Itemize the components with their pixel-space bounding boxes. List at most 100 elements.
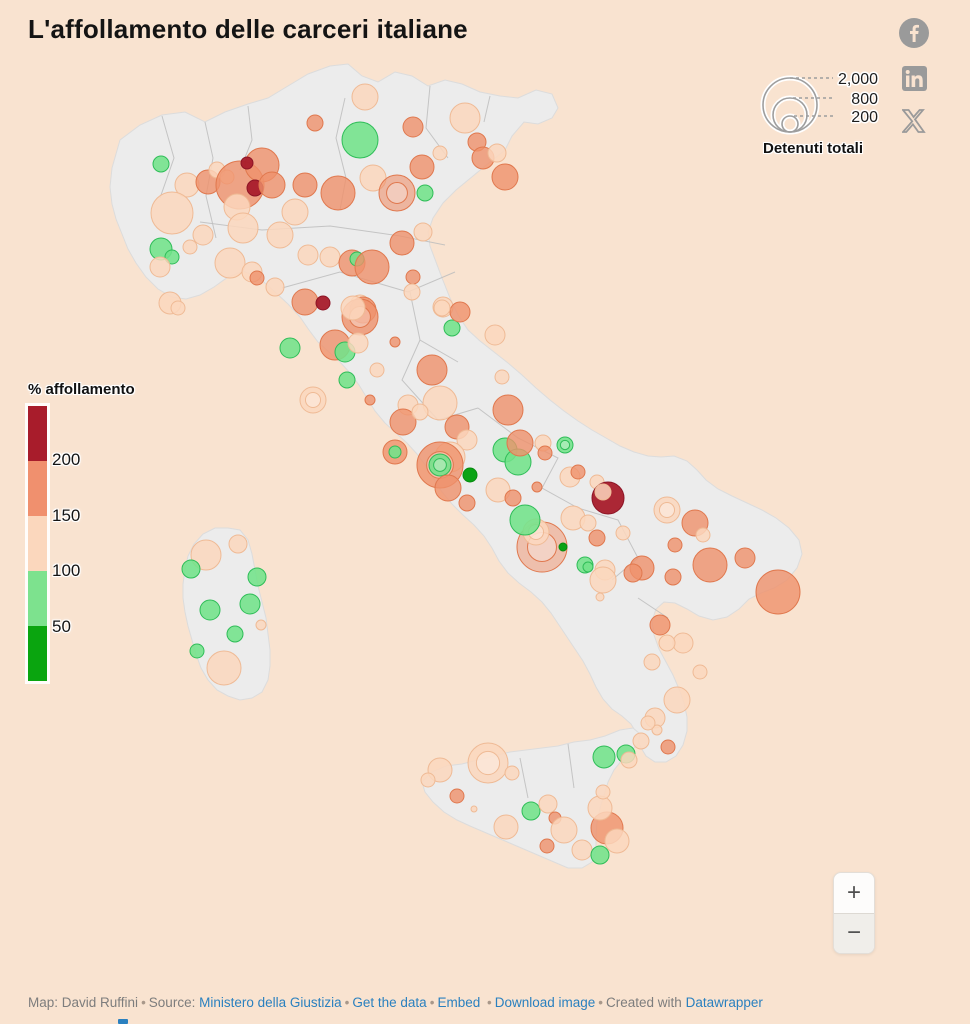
get-data-link[interactable]: Get the data [352, 995, 427, 1010]
prison-bubble[interactable] [405, 269, 421, 285]
prison-bubble[interactable] [297, 244, 319, 266]
prison-bubble[interactable] [623, 563, 643, 583]
prison-bubble[interactable] [433, 299, 451, 317]
prison-bubble[interactable] [315, 295, 331, 311]
prison-bubble[interactable] [389, 230, 415, 256]
prison-bubble[interactable] [182, 239, 198, 255]
prison-bubble[interactable] [266, 221, 294, 249]
prison-bubble[interactable] [651, 724, 663, 736]
prison-bubble[interactable] [579, 514, 597, 532]
prison-bubble[interactable] [199, 599, 221, 621]
prison-bubble[interactable] [292, 172, 318, 198]
prison-bubble[interactable] [590, 845, 610, 865]
prison-bubble[interactable] [492, 394, 524, 426]
prison-bubble[interactable] [149, 256, 171, 278]
prison-bubble[interactable] [485, 477, 511, 503]
prison-bubble[interactable] [299, 386, 327, 414]
prison-bubble[interactable] [255, 619, 267, 631]
prison-bubble[interactable] [359, 164, 387, 192]
prison-bubble[interactable] [531, 481, 543, 493]
source-link[interactable]: Ministero della Giustizia [199, 995, 342, 1010]
prison-bubble[interactable] [667, 537, 683, 553]
prison-bubble[interactable] [190, 539, 222, 571]
prison-bubble[interactable] [320, 175, 356, 211]
prison-bubble[interactable] [164, 249, 180, 265]
prison-bubble[interactable] [589, 566, 617, 594]
prison-bubble[interactable] [306, 114, 324, 132]
prison-bubble[interactable] [587, 795, 613, 821]
x-icon[interactable] [901, 109, 926, 138]
prison-bubble[interactable] [588, 529, 606, 547]
prison-bubble[interactable] [595, 784, 611, 800]
prison-bubble[interactable] [249, 270, 265, 286]
prison-bubble[interactable] [658, 634, 676, 652]
prison-bubble[interactable] [663, 686, 691, 714]
prison-bubble[interactable] [504, 765, 520, 781]
prison-bubble[interactable] [755, 569, 801, 615]
prison-bubble[interactable] [558, 542, 568, 552]
prison-bubble[interactable] [504, 489, 522, 507]
prison-bubble[interactable] [539, 838, 555, 854]
prison-bubble[interactable] [247, 567, 267, 587]
prison-bubble[interactable] [239, 593, 261, 615]
linkedin-icon[interactable] [901, 66, 927, 96]
prison-bubble[interactable] [692, 547, 728, 583]
prison-bubble[interactable] [484, 324, 506, 346]
prison-bubble[interactable] [152, 155, 170, 173]
prison-bubble[interactable] [620, 751, 638, 769]
prison-bubble[interactable] [449, 301, 471, 323]
prison-bubble[interactable] [556, 436, 574, 454]
prison-bubble[interactable] [449, 102, 481, 134]
prison-bubble[interactable] [664, 568, 682, 586]
prison-bubble[interactable] [643, 653, 661, 671]
prison-bubble[interactable] [695, 527, 711, 543]
prison-bubble[interactable] [487, 143, 507, 163]
prison-bubble[interactable] [571, 839, 593, 861]
prison-bubble[interactable] [364, 394, 376, 406]
prison-bubble[interactable] [409, 154, 435, 180]
prison-bubble[interactable] [582, 561, 594, 573]
prison-bubble[interactable] [378, 174, 416, 212]
zoom-in-button[interactable]: + [846, 878, 861, 906]
prison-bubble[interactable] [653, 496, 681, 524]
prison-bubble[interactable] [494, 369, 510, 385]
prison-bubble[interactable] [341, 121, 379, 159]
facebook-icon[interactable] [899, 18, 929, 53]
prison-bubble[interactable] [369, 362, 385, 378]
prison-bubble[interactable] [170, 300, 186, 316]
prison-bubble[interactable] [413, 222, 433, 242]
prison-bubble[interactable] [521, 801, 541, 821]
prison-bubble[interactable] [347, 332, 369, 354]
prison-bubble[interactable] [462, 467, 478, 483]
prison-bubble[interactable] [432, 145, 448, 161]
prison-bubble[interactable] [467, 742, 509, 784]
prison-bubble[interactable] [509, 504, 541, 536]
prison-bubble[interactable] [595, 592, 605, 602]
prison-bubble[interactable] [181, 559, 201, 579]
prison-bubble[interactable] [537, 445, 553, 461]
prison-bubble[interactable] [470, 805, 478, 813]
prison-bubble[interactable] [214, 247, 246, 279]
prison-bubble[interactable] [692, 664, 708, 680]
prison-bubble[interactable] [538, 794, 558, 814]
prison-bubble[interactable] [189, 643, 205, 659]
prison-bubble[interactable] [491, 163, 519, 191]
prison-bubble[interactable] [319, 246, 341, 268]
prison-bubble[interactable] [570, 464, 586, 480]
prison-bubble[interactable] [672, 632, 694, 654]
prison-bubble[interactable] [150, 191, 194, 235]
prison-bubble[interactable] [550, 816, 578, 844]
prison-bubble[interactable] [389, 408, 417, 436]
prison-bubble[interactable] [291, 288, 319, 316]
embed-link[interactable]: Embed [437, 995, 481, 1010]
prison-bubble[interactable] [403, 283, 421, 301]
prison-bubble[interactable] [389, 336, 401, 348]
prison-bubble[interactable] [402, 116, 424, 138]
prison-bubble[interactable] [416, 354, 448, 386]
prison-bubble[interactable] [615, 525, 631, 541]
prison-bubble[interactable] [258, 171, 286, 199]
prison-bubble[interactable] [265, 277, 285, 297]
prison-bubble[interactable] [592, 745, 616, 769]
prison-bubble[interactable] [734, 547, 756, 569]
prison-bubble[interactable] [228, 534, 248, 554]
